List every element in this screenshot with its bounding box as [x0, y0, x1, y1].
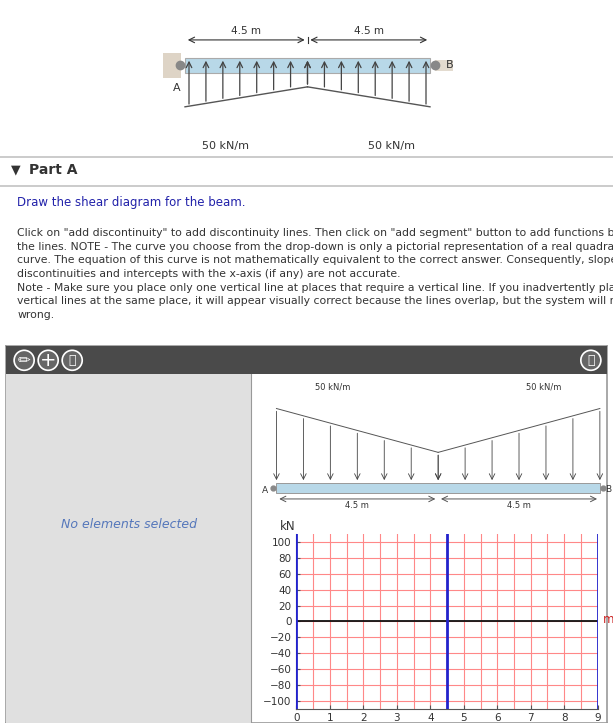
Text: 4.5 m: 4.5 m: [507, 501, 531, 510]
Text: A: A: [262, 487, 268, 495]
Circle shape: [38, 351, 58, 370]
Bar: [163, 53, 181, 78]
Text: 50 kN/m: 50 kN/m: [525, 382, 561, 391]
Circle shape: [14, 351, 34, 370]
Circle shape: [62, 351, 82, 370]
Text: +: +: [40, 351, 56, 369]
Text: B: B: [605, 485, 611, 494]
Bar: [6, 375, 251, 723]
Text: m: m: [603, 613, 613, 626]
Text: A: A: [173, 83, 181, 93]
Text: No elements selected: No elements selected: [61, 518, 197, 531]
Text: 50 kN/m: 50 kN/m: [202, 141, 248, 151]
Bar: [6, 346, 607, 375]
Bar: [276, 483, 600, 493]
Bar: [185, 58, 430, 73]
Circle shape: [581, 351, 601, 370]
Text: B: B: [446, 60, 454, 70]
Text: Draw the shear diagram for the beam.: Draw the shear diagram for the beam.: [17, 196, 246, 209]
Text: ✏: ✏: [18, 353, 31, 368]
Text: 50 kN/m: 50 kN/m: [368, 141, 416, 151]
Bar: [435, 60, 453, 71]
Text: 4.5 m: 4.5 m: [354, 26, 384, 36]
Text: kN: kN: [280, 520, 295, 533]
Text: Click on "add discontinuity" to add discontinuity lines. Then click on "add segm: Click on "add discontinuity" to add disc…: [17, 228, 613, 320]
Text: Part A: Part A: [29, 163, 78, 177]
Text: 50 kN/m: 50 kN/m: [315, 382, 351, 391]
Text: 4.5 m: 4.5 m: [345, 501, 369, 510]
Text: 4.5 m: 4.5 m: [231, 26, 261, 36]
Text: 💡: 💡: [587, 354, 595, 367]
Text: 🗑: 🗑: [69, 354, 76, 367]
Text: ▼: ▼: [11, 164, 21, 176]
